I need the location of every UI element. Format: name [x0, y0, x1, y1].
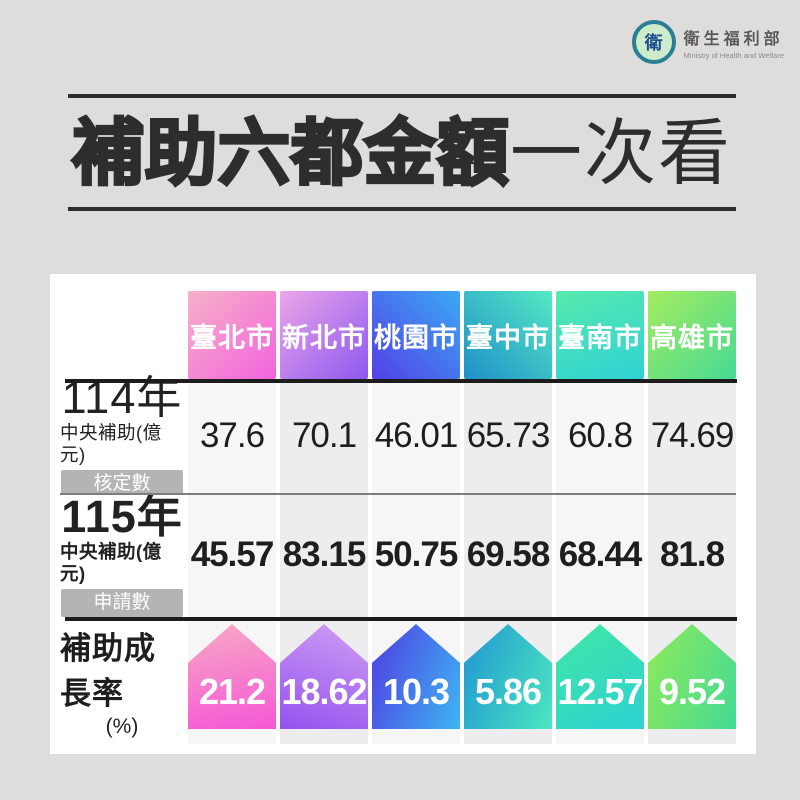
- subsidy-table: 臺北市 新北市 桃園市 臺中市 臺南市 高雄市 114年 中央補助(億元) 核定…: [60, 291, 736, 744]
- row-115-label: 115年 中央補助(億元) 申請數: [60, 493, 184, 617]
- ministry-logo-text: 衛生福利部 Ministry of Health and Welfare: [684, 25, 784, 60]
- growth-value: 12.57: [557, 671, 643, 712]
- growth-unit: (%): [105, 714, 139, 738]
- growth-arrow-icon: 10.3: [372, 624, 460, 729]
- city-label: 高雄市: [650, 322, 734, 353]
- growth-cell-taichung: 5.86: [464, 617, 552, 744]
- city-label: 桃園市: [374, 322, 458, 353]
- city-label: 臺南市: [558, 322, 642, 353]
- city-header-newtaipei: 新北市: [280, 291, 368, 379]
- separator-rows: [60, 493, 736, 495]
- ministry-name-zh: 衛生福利部: [683, 30, 784, 48]
- page-title-heavy: 補助六都金額: [70, 113, 511, 196]
- growth-arrow-icon: 18.62: [280, 624, 368, 729]
- city-label: 新北市: [282, 322, 366, 353]
- value-115-newtaipei: 83.15: [280, 493, 368, 617]
- growth-arrow-icon: 9.52: [648, 624, 736, 729]
- row-114-label: 114年 中央補助(億元) 核定數: [60, 374, 184, 498]
- growth-value: 5.86: [474, 671, 542, 712]
- ministry-logo: 衛 衛生福利部 Ministry of Health and Welfare: [631, 20, 784, 64]
- separator-header: [65, 379, 737, 383]
- growth-value: 9.52: [658, 671, 726, 712]
- value-115-tainan: 68.44: [556, 493, 644, 617]
- subsidy-table-card: 臺北市 新北市 桃園市 臺中市 臺南市 高雄市 114年 中央補助(億元) 核定…: [50, 274, 756, 754]
- city-header-tainan: 臺南市: [556, 291, 644, 379]
- city-header-taichung: 臺中市: [464, 291, 552, 379]
- growth-arrow-icon: 21.2: [188, 624, 276, 729]
- row-115-badge: 申請數: [61, 589, 183, 617]
- row-115-year: 115年: [61, 491, 183, 542]
- growth-value: 21.2: [198, 671, 266, 712]
- growth-arrow-icon: 12.57: [556, 624, 644, 729]
- row-115-subtitle: 中央補助(億元): [60, 541, 162, 584]
- value-115-taichung: 69.58: [464, 493, 552, 617]
- title-rule-bottom: [68, 207, 736, 211]
- growth-label: 補助成長率: [60, 630, 156, 711]
- growth-value: 18.62: [281, 671, 367, 712]
- logo-glyph: 衛: [644, 33, 663, 53]
- city-header-taipei: 臺北市: [188, 291, 276, 379]
- value-114-taoyuan: 46.01: [372, 379, 460, 493]
- row-114-subtitle: 中央補助(億元): [60, 422, 162, 465]
- value-114-newtaipei: 70.1: [280, 379, 368, 493]
- city-header-kaohsiung: 高雄市: [648, 291, 736, 379]
- growth-cell-taipei: 21.2: [188, 617, 276, 744]
- separator-growth: [65, 617, 737, 621]
- value-115-taipei: 45.57: [188, 493, 276, 617]
- ministry-name-en: Ministry of Health and Welfare: [683, 50, 784, 60]
- growth-row-label: 補助成長率 (%): [60, 617, 184, 744]
- value-114-tainan: 60.8: [556, 379, 644, 493]
- title-rule-top: [68, 94, 736, 98]
- value-115-taoyuan: 50.75: [372, 493, 460, 617]
- city-label: 臺北市: [190, 322, 274, 353]
- growth-cell-newtaipei: 18.62: [280, 617, 368, 744]
- growth-cell-taoyuan: 10.3: [372, 617, 460, 744]
- growth-value: 10.3: [382, 671, 450, 712]
- header-spacer: [60, 291, 184, 379]
- city-label: 臺中市: [466, 322, 550, 353]
- value-115-kaohsiung: 81.8: [648, 493, 736, 617]
- ministry-logo-icon: 衛: [631, 20, 676, 64]
- value-114-taichung: 65.73: [464, 379, 552, 493]
- value-114-kaohsiung: 74.69: [648, 379, 736, 493]
- page-title: 補助六都金額一次看: [70, 110, 752, 198]
- page-title-light: 一次看: [510, 114, 733, 194]
- city-header-taoyuan: 桃園市: [372, 291, 460, 379]
- growth-arrow-icon: 5.86: [464, 624, 552, 729]
- growth-cell-kaohsiung: 9.52: [648, 617, 736, 744]
- value-114-taipei: 37.6: [188, 379, 276, 493]
- growth-cell-tainan: 12.57: [556, 617, 644, 744]
